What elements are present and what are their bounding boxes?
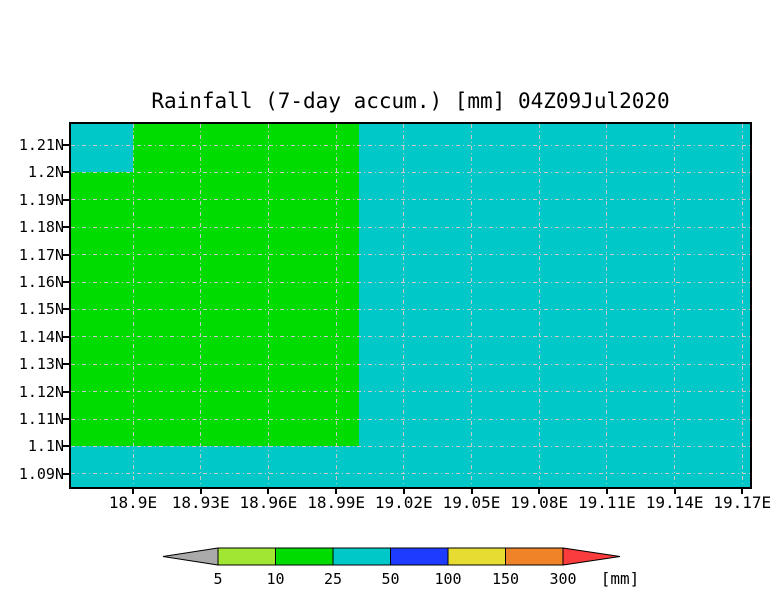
colorbar-unit-label: [mm] (601, 569, 640, 588)
y-axis-tick (63, 198, 71, 201)
y-axis-tick (63, 281, 71, 283)
gridline-vertical (674, 124, 676, 487)
x-axis-tick (402, 487, 405, 494)
y-axis-label: 1.19N (18, 190, 64, 209)
y-axis-tick (63, 226, 71, 229)
colorbar-tick-label: 300 (549, 570, 576, 588)
colorbar-segment (390, 547, 449, 566)
y-axis-tick (63, 445, 71, 448)
gridline-horizontal (71, 308, 750, 310)
x-axis-label: 19.08E (510, 493, 569, 512)
colorbar: 5 10 25 50 100 150 300 [mm] (162, 547, 640, 588)
y-axis-label: 1.17N (18, 245, 64, 264)
gridline-vertical (471, 124, 472, 487)
y-axis-label: 1.13N (18, 355, 64, 374)
colorbar-tick-label: 25 (324, 570, 342, 588)
gridline-horizontal (71, 144, 750, 146)
y-axis-label: 1.14N (18, 327, 64, 346)
gridline-vertical (538, 124, 540, 487)
gridline-horizontal (71, 473, 750, 475)
x-axis-label: 19.11E (577, 493, 636, 512)
x-axis-tick (199, 487, 202, 494)
x-axis-tick (605, 487, 608, 494)
x-axis-label: 18.93E (171, 493, 230, 512)
y-axis-label: 1.1N (27, 437, 64, 456)
gridline-horizontal (71, 199, 750, 201)
x-axis-label: 18.96E (239, 493, 298, 512)
colorbar-left-arrow (162, 547, 219, 566)
x-axis-tick (267, 487, 270, 494)
y-axis-label: 1.2N (27, 163, 64, 182)
gridline-horizontal (71, 391, 750, 393)
gridline-vertical (741, 124, 743, 487)
x-axis-tick (673, 487, 676, 494)
colorbar-segment (447, 547, 506, 566)
y-axis-label: 1.18N (18, 218, 64, 237)
y-axis-tick (63, 472, 71, 475)
gridline-horizontal (71, 418, 750, 420)
x-axis-label: 19.17E (713, 493, 772, 512)
gridline-vertical (132, 124, 134, 487)
y-axis-label: 1.12N (18, 382, 64, 401)
x-axis-tick (470, 487, 473, 494)
gridline-horizontal (71, 281, 750, 283)
y-axis-tick (63, 171, 71, 174)
y-axis-label: 1.21N (18, 136, 64, 154)
y-axis-tick (63, 308, 71, 311)
gridline-horizontal (71, 445, 750, 447)
x-axis-label: 18.99E (307, 493, 365, 512)
colorbar-right-arrow (562, 547, 621, 566)
gridline-horizontal (71, 254, 750, 256)
y-axis-label: 1.15N (18, 300, 64, 319)
y-axis-tick (63, 335, 71, 338)
colorbar-tick-label: 10 (266, 570, 284, 588)
x-axis-tick (132, 487, 134, 494)
x-axis-label: 19.14E (645, 493, 704, 512)
gridline-horizontal (71, 171, 750, 173)
gridline-vertical (267, 124, 269, 487)
gridline-horizontal (71, 226, 750, 228)
x-axis-label: 19.02E (374, 493, 433, 512)
colorbar-tick-label: 5 (213, 570, 222, 588)
colorbar-segment (275, 547, 334, 566)
y-axis-tick (63, 418, 71, 420)
colorbar-tick-label: 100 (434, 570, 461, 588)
chart-title: Rainfall (7-day accum.) [mm] 04Z09Jul202… (151, 89, 670, 113)
gridline-vertical (403, 124, 405, 487)
x-axis-label: 19.05E (442, 493, 501, 512)
y-axis-tick (63, 144, 71, 146)
plot-area (71, 124, 750, 487)
gridline-vertical (335, 124, 337, 487)
colorbar-tick-label: 150 (492, 570, 519, 588)
y-axis-label: 1.11N (18, 410, 64, 428)
gridline-horizontal (71, 363, 750, 365)
gridline-vertical (200, 124, 202, 487)
colorbar-tick-label: 50 (381, 570, 399, 588)
gridline-horizontal (71, 336, 750, 338)
x-axis-tick (741, 487, 744, 494)
rainfall-region-10-25mm (71, 124, 359, 446)
y-axis-tick (63, 253, 71, 256)
colorbar-segment (332, 547, 391, 566)
x-axis-tick (538, 487, 541, 494)
y-axis-tick (63, 363, 71, 366)
y-axis-tick (63, 390, 71, 393)
rainfall-cell-25-50mm-northwest (71, 124, 133, 172)
x-axis-tick (335, 487, 338, 494)
y-axis-label: 1.09N (18, 464, 64, 483)
x-axis-label: 18.9E (108, 493, 158, 512)
y-axis-label: 1.16N (18, 273, 64, 291)
colorbar-segment (505, 547, 564, 566)
gridline-vertical (606, 124, 608, 487)
colorbar-segment (217, 547, 276, 566)
